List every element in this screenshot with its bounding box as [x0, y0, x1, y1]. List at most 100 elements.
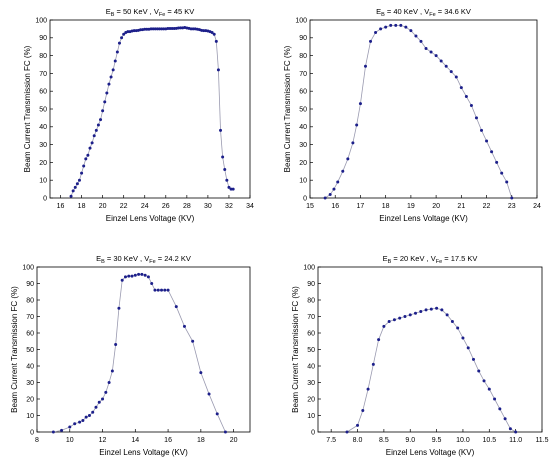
- data-point: [157, 27, 161, 31]
- x-tick-label: 10.5: [482, 437, 496, 444]
- chart-panel-3: EB = 30 KeV , VFe = 24.2 KV 0 10 20 30 40 50 60…: [0, 232, 275, 464]
- data-point: [99, 118, 103, 122]
- data-point: [122, 32, 126, 36]
- data-point: [379, 27, 383, 31]
- x-tick-label: 19: [407, 203, 415, 210]
- data-point: [377, 338, 381, 342]
- data-point: [107, 82, 111, 86]
- data-point: [345, 430, 349, 434]
- x-tick-label: 15: [306, 203, 314, 210]
- series-line: [70, 27, 234, 197]
- data-point: [155, 27, 159, 31]
- chart-svg-2: EB = 40 KeV , VFe = 34.6 KV 0 10 20 30 40 50 60…: [283, 7, 541, 223]
- x-tick-label: 30: [204, 203, 212, 210]
- series-line: [53, 274, 226, 433]
- data-point: [487, 387, 491, 391]
- data-point: [424, 46, 428, 50]
- data-point: [361, 409, 365, 413]
- data-point: [212, 32, 216, 36]
- data-point: [143, 27, 147, 31]
- y-tick-label: 30: [307, 380, 315, 387]
- x-axis-label: Einzel Lens Voltage (KV): [379, 214, 468, 223]
- data-point: [510, 196, 514, 200]
- data-point: [110, 369, 114, 373]
- x-tick-label: 24: [533, 203, 541, 210]
- data-point: [355, 123, 359, 127]
- x-tick-label: 32: [225, 203, 233, 210]
- y-tick-label: 40: [39, 124, 47, 131]
- x-axis-label: Einzel Lens Voltage (KV): [386, 448, 475, 457]
- y-tick-label: 0: [43, 195, 47, 202]
- data-point: [111, 68, 115, 72]
- data-point: [341, 169, 345, 173]
- chart-title: EB = 50 KeV , VFe = 45 KV: [106, 7, 195, 18]
- data-point: [160, 27, 164, 31]
- y-tick-label: 90: [26, 281, 34, 288]
- data-point: [117, 41, 121, 45]
- data-point: [146, 275, 150, 279]
- data-point: [166, 27, 170, 31]
- x-tick-label: 34: [246, 203, 254, 210]
- data-point: [366, 387, 370, 391]
- data-point: [490, 150, 494, 154]
- data-point: [127, 274, 131, 278]
- y-tick-label: 100: [22, 264, 34, 271]
- series-line: [324, 24, 513, 199]
- y-tick-label: 100: [295, 17, 307, 24]
- data-point: [60, 428, 64, 432]
- data-point: [113, 59, 117, 63]
- series-line: [346, 307, 516, 433]
- x-tick-label: 17: [357, 203, 365, 210]
- data-point: [356, 423, 360, 427]
- data-point: [461, 336, 465, 340]
- y-tick-label: 60: [39, 89, 47, 96]
- data-point: [199, 371, 203, 375]
- data-point: [130, 274, 134, 278]
- data-point: [166, 288, 170, 292]
- data-point: [459, 86, 463, 90]
- data-point: [80, 171, 84, 175]
- data-point: [440, 308, 444, 312]
- y-tick-label: 90: [39, 35, 47, 42]
- data-point: [73, 422, 77, 426]
- data-point: [51, 430, 55, 434]
- data-point: [91, 410, 95, 414]
- x-tick-label: 18: [382, 203, 390, 210]
- data-point: [71, 189, 75, 193]
- data-point: [162, 27, 166, 31]
- data-point: [84, 157, 88, 161]
- data-point: [126, 30, 130, 34]
- y-tick-label: 70: [307, 314, 315, 321]
- data-point: [231, 187, 235, 191]
- data-point: [160, 288, 164, 292]
- x-tick-label: 22: [483, 203, 491, 210]
- x-axis-label: Einzel Lens Voltage (KV): [106, 214, 195, 223]
- x-tick-label: 16: [57, 203, 65, 210]
- y-tick-label: 80: [299, 53, 307, 60]
- data-point: [503, 417, 507, 421]
- y-tick-label: 50: [39, 106, 47, 113]
- x-tick-label: 9.0: [405, 437, 415, 444]
- data-point: [69, 194, 73, 198]
- data-point: [392, 318, 396, 322]
- data-point: [429, 50, 433, 54]
- data-point: [82, 164, 86, 168]
- x-tick-label: 21: [457, 203, 465, 210]
- data-point: [153, 27, 157, 31]
- data-point: [120, 278, 124, 282]
- y-tick-label: 90: [299, 35, 307, 42]
- y-tick-label: 80: [39, 53, 47, 60]
- x-axis-label: Einzel Lens Voltage (KV): [99, 448, 188, 457]
- y-tick-label: 30: [299, 142, 307, 149]
- y-tick-label: 10: [299, 178, 307, 185]
- data-point: [500, 171, 504, 175]
- x-tick-label: 23: [508, 203, 516, 210]
- chart-svg-4: EB = 20 KeV , VFe = 17.5 KV 0 10 20 30 40 50 60…: [291, 254, 549, 457]
- data-point: [394, 23, 398, 27]
- chart-svg-3: EB = 30 KeV , VFe = 24.2 KV 0 10 20 30 40 50 60…: [10, 254, 251, 457]
- data-point: [464, 95, 468, 99]
- data-point: [450, 319, 454, 323]
- data-point: [221, 155, 225, 159]
- x-tick-label: 18: [78, 203, 86, 210]
- chart-panel-1: EB = 50 KeV , VFe = 45 KV 0 10 20 30 40 50 60 70…: [0, 0, 275, 232]
